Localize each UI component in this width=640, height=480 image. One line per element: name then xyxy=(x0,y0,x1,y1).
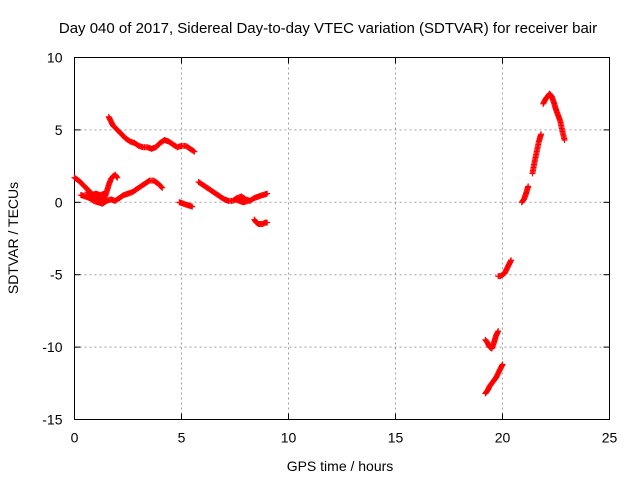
x-tick-label: 15 xyxy=(388,430,404,446)
x-tick-label: 25 xyxy=(602,430,618,446)
data-point xyxy=(190,147,197,154)
chart-title: Day 040 of 2017, Sidereal Day-to-day VTE… xyxy=(59,20,597,37)
data-point xyxy=(264,219,271,226)
data-point xyxy=(561,137,568,144)
y-tick-label: -15 xyxy=(42,412,62,428)
data-point xyxy=(191,148,198,155)
data-point xyxy=(495,328,502,335)
data-point xyxy=(113,173,120,180)
y-axis-label: SDTVAR / TECUs xyxy=(5,182,21,294)
plot-frame xyxy=(74,57,610,420)
y-tick-label: -10 xyxy=(42,339,62,355)
data-points xyxy=(71,90,568,397)
data-point xyxy=(159,184,166,191)
data-point xyxy=(499,361,506,368)
grid-lines xyxy=(74,57,610,420)
y-tick-label: 5 xyxy=(55,122,63,138)
y-tick-label: -5 xyxy=(50,267,63,283)
data-point xyxy=(244,197,251,204)
x-tick-label: 10 xyxy=(281,430,297,446)
data-point xyxy=(101,190,108,197)
data-point xyxy=(264,190,271,197)
data-point xyxy=(189,203,196,210)
y-tick-label: 10 xyxy=(47,50,63,66)
data-point xyxy=(158,183,165,190)
data-point xyxy=(114,174,121,181)
axis-ticks: 0 5 10 15 20 25 -15 -10 -5 0 5 10 xyxy=(42,50,617,446)
data-point xyxy=(538,131,545,138)
x-tick-label: 0 xyxy=(71,430,79,446)
data-point xyxy=(525,183,532,190)
x-tick-label: 20 xyxy=(495,430,511,446)
data-point xyxy=(508,257,515,264)
x-tick-label: 5 xyxy=(178,430,186,446)
x-axis-label: GPS time / hours xyxy=(287,458,394,474)
y-tick-label: 0 xyxy=(55,194,63,210)
